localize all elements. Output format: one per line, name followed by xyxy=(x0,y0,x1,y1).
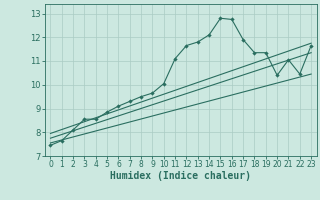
X-axis label: Humidex (Indice chaleur): Humidex (Indice chaleur) xyxy=(110,171,251,181)
